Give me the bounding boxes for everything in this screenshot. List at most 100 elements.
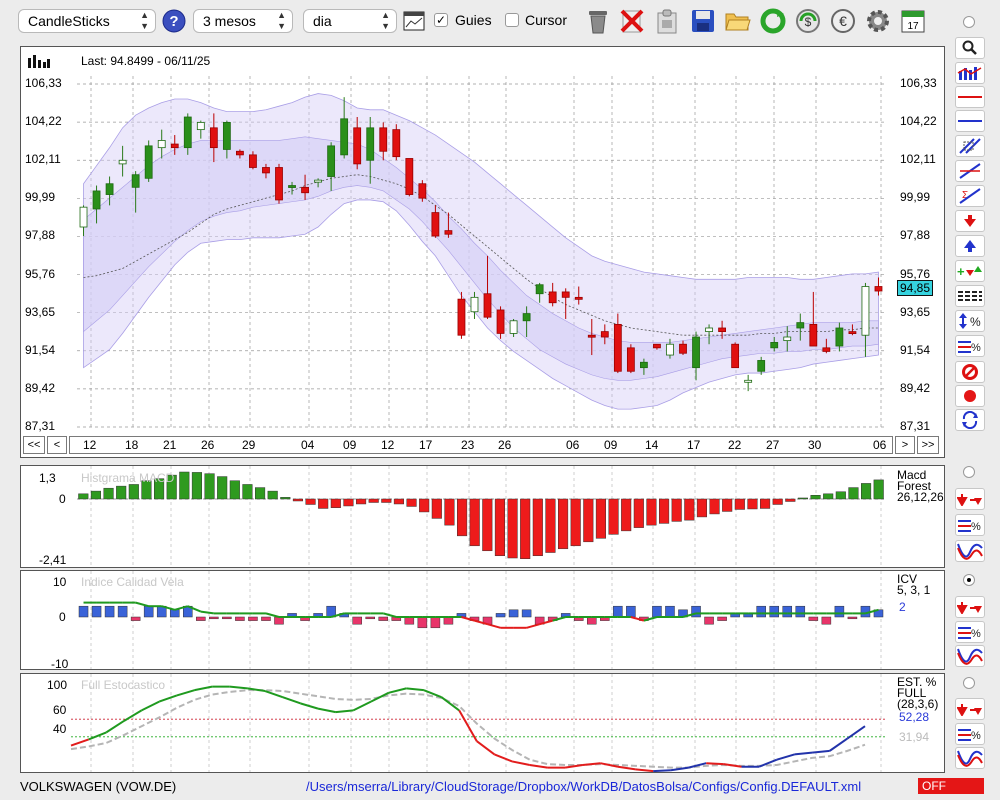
date-scrollbar[interactable]: 12 18 21 26 29 04 09 12 17 23 26 06 09 14 17 22 27 30 06 (69, 436, 893, 454)
icv-signal-line (552, 616, 566, 622)
macd-bar (154, 478, 165, 500)
candle-body (431, 212, 440, 237)
date-axis-tick: 09 (343, 438, 357, 452)
record-button[interactable] (955, 385, 985, 407)
nav-next-button[interactable]: > (895, 436, 915, 454)
candle-body (483, 293, 492, 318)
panel-radio-2[interactable] (963, 466, 975, 478)
chart-type-select[interactable]: CandleSticks ▲ ▼ (18, 9, 156, 33)
icv-params: 5, 3, 1 (897, 583, 931, 597)
indicator-overlay-button[interactable] (955, 62, 985, 84)
percent-lines-button[interactable]: % (955, 335, 985, 357)
icv-chart[interactable] (21, 571, 944, 669)
stoch-d-value: 31,94 (899, 730, 930, 744)
euro-button[interactable]: € (829, 6, 857, 36)
icv-bar (795, 605, 806, 618)
trash-icon (589, 11, 607, 34)
panel-radio-3[interactable] (963, 574, 975, 586)
attach-button[interactable] (653, 6, 681, 36)
macd-bar (318, 498, 329, 509)
cancel-button[interactable] (955, 361, 985, 383)
channel-tool-button[interactable] (955, 135, 985, 157)
nav-first-button[interactable]: << (23, 436, 45, 454)
volume-bars-icon[interactable] (28, 53, 50, 69)
macd-percent-button[interactable]: % (955, 514, 985, 536)
macd-bar (659, 498, 670, 524)
blue-line-button[interactable] (955, 110, 985, 132)
cursor-checkbox[interactable] (505, 13, 519, 27)
guides-checkbox[interactable]: ✓ (434, 13, 448, 27)
stoch-k-line (564, 763, 583, 769)
updown-chevron-icon: ▲ ▼ (381, 10, 390, 31)
price-chart[interactable] (21, 47, 944, 457)
macd-bar (90, 490, 101, 500)
stoch-k-line (494, 753, 513, 763)
zoom-tool-button[interactable] (955, 37, 985, 59)
candle-body (626, 347, 635, 372)
sum-trend-button[interactable]: Σ (955, 185, 985, 207)
stoch-k-line (723, 763, 742, 768)
trendline-tool-button[interactable] (955, 160, 985, 182)
icv-bar (704, 616, 714, 625)
macd-bar (128, 484, 139, 500)
status-off-badge[interactable]: OFF (918, 778, 984, 794)
candle-body (548, 291, 557, 304)
macd-bar (772, 498, 783, 505)
stoch-k-line (670, 766, 689, 772)
red-line-button[interactable] (955, 86, 985, 108)
svg-text:€: € (839, 13, 847, 29)
price-axis-tick: 102,11 (900, 152, 936, 167)
panel-radio-4[interactable] (963, 677, 975, 689)
period-select[interactable]: 3 mesos ▲ ▼ (193, 9, 293, 33)
stoch-oscillator-button[interactable] (955, 747, 985, 769)
icv-arrows-button[interactable] (955, 596, 985, 618)
svg-text:%: % (971, 730, 981, 742)
save-button[interactable] (689, 6, 717, 36)
interval-select[interactable]: dia ▲ ▼ (303, 9, 397, 33)
icv-percent-button[interactable]: % (955, 621, 985, 643)
down-arrow-button[interactable] (955, 210, 985, 232)
stoch-arrows-button[interactable] (955, 698, 985, 720)
panel-radio-1[interactable] (963, 16, 975, 28)
macd-bar (696, 498, 707, 518)
icv-bar (443, 616, 454, 625)
trash-button[interactable] (584, 6, 612, 36)
config-path-link[interactable]: /Users/mserra/Library/CloudStorage/Dropb… (306, 779, 862, 794)
stoch-k-line (653, 769, 671, 772)
delete-button[interactable] (618, 6, 646, 36)
settings-button[interactable] (864, 6, 892, 36)
icv-bar (404, 616, 415, 625)
stoch-k-line (529, 763, 548, 769)
grid-lines-button[interactable] (955, 285, 985, 307)
refresh-button[interactable] (759, 6, 787, 36)
nav-prev-button[interactable]: < (47, 436, 67, 454)
stoch-percent-button[interactable]: % (955, 723, 985, 745)
open-folder-button[interactable] (724, 6, 752, 36)
stoch-k-line (352, 700, 372, 712)
sigma-trend-icon: Σ (959, 188, 981, 204)
macd-bar (469, 498, 480, 547)
macd-histogram-chart[interactable] (21, 466, 944, 567)
icv-signal-line (474, 619, 488, 626)
candle-body (770, 342, 779, 349)
help-button[interactable]: ? (160, 6, 188, 36)
stoch-k-line (176, 689, 195, 697)
add-arrows-button[interactable]: + (955, 260, 985, 282)
icv-bar (261, 616, 271, 621)
macd-oscillator-button[interactable] (955, 540, 985, 562)
stoch-k-value: 52,28 (899, 710, 930, 724)
calendar-button[interactable]: 17 (899, 6, 927, 36)
macd-name: Macd (897, 468, 927, 482)
nav-last-button[interactable]: >> (917, 436, 939, 454)
chart-window-button[interactable] (400, 6, 428, 36)
stoch-k-line (440, 696, 460, 712)
icv-bar (626, 605, 636, 618)
macd-arrows-button[interactable] (955, 488, 985, 510)
up-arrow-button[interactable] (955, 235, 985, 257)
candle-body (209, 127, 218, 149)
dollar-button[interactable]: $ (794, 6, 822, 36)
swap-button[interactable] (955, 409, 985, 431)
percent-range-button[interactable]: % (955, 310, 985, 332)
stochastic-chart[interactable] (21, 674, 944, 772)
icv-oscillator-button[interactable] (955, 645, 985, 667)
